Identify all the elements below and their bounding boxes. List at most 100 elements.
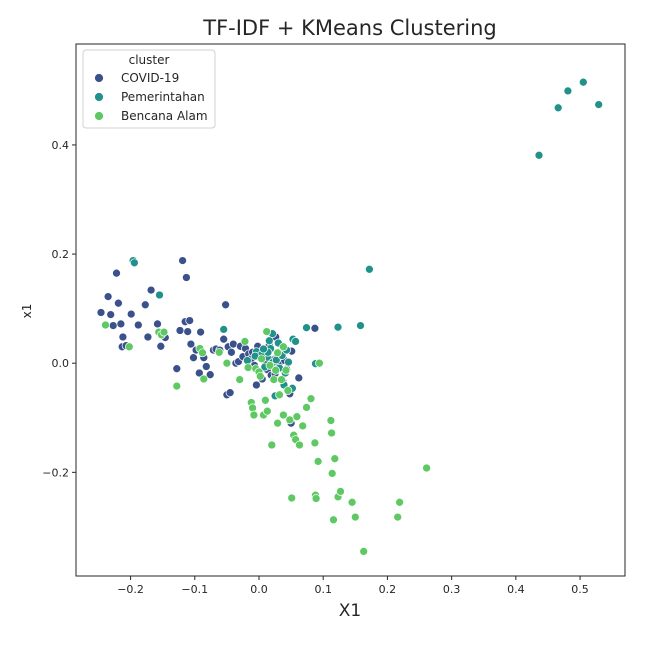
point-bencana-alam-41 bbox=[310, 438, 320, 448]
point-pemerintahan-34 bbox=[259, 344, 268, 354]
point-bencana-alam-9 bbox=[214, 347, 224, 357]
x-axis-label: X1 bbox=[339, 601, 361, 621]
point-bencana-alam-15 bbox=[249, 410, 259, 420]
point-covid-19-19 bbox=[175, 326, 185, 335]
point-bencana-alam-48 bbox=[327, 469, 337, 478]
point-pemerintahan-0 bbox=[578, 77, 588, 87]
x-tick-label-2: 0.0 bbox=[250, 583, 268, 596]
point-bencana-alam-61 bbox=[240, 337, 250, 346]
point-bencana-alam-36 bbox=[292, 412, 302, 422]
point-covid-19-10 bbox=[126, 309, 136, 319]
point-covid-19-36 bbox=[219, 334, 229, 344]
point-bencana-alam-60 bbox=[279, 342, 288, 352]
point-bencana-alam-1 bbox=[124, 342, 134, 352]
point-bencana-alam-52 bbox=[336, 487, 345, 496]
point-bencana-alam-43 bbox=[311, 494, 321, 503]
point-pemerintahan-11 bbox=[333, 322, 343, 332]
point-pemerintahan-8 bbox=[155, 290, 164, 300]
point-covid-19-8 bbox=[118, 332, 128, 342]
point-covid-19-2 bbox=[106, 310, 116, 319]
point-covid-19-24 bbox=[185, 316, 195, 325]
point-covid-19-72 bbox=[310, 323, 320, 333]
point-bencana-alam-29 bbox=[279, 410, 288, 420]
point-covid-19-28 bbox=[194, 368, 204, 378]
point-covid-19-11 bbox=[133, 320, 143, 330]
point-covid-19-40 bbox=[225, 388, 235, 398]
point-bencana-alam-55 bbox=[359, 547, 369, 556]
point-bencana-alam-4 bbox=[159, 327, 169, 337]
point-bencana-alam-14 bbox=[248, 403, 257, 413]
point-covid-19-70 bbox=[294, 373, 304, 383]
legend-title: cluster bbox=[129, 53, 170, 67]
legend-label-pemerintahan: Pemerintahan bbox=[121, 90, 205, 104]
point-covid-19-15 bbox=[153, 319, 162, 329]
point-bencana-alam-49 bbox=[329, 515, 338, 525]
point-bencana-alam-24 bbox=[269, 375, 279, 384]
point-covid-19-4 bbox=[112, 268, 121, 278]
plot-frame bbox=[75, 43, 626, 577]
point-covid-19-25 bbox=[186, 339, 196, 349]
point-covid-19-1 bbox=[103, 292, 113, 301]
point-bencana-alam-57 bbox=[395, 497, 404, 507]
point-bencana-alam-10 bbox=[222, 358, 232, 368]
point-bencana-alam-50 bbox=[330, 454, 340, 464]
point-pemerintahan-4 bbox=[534, 150, 544, 160]
y-tick-label-3: 0.4 bbox=[52, 139, 70, 152]
point-pemerintahan-6 bbox=[130, 258, 139, 268]
point-bencana-alam-5 bbox=[172, 381, 182, 391]
point-covid-19-6 bbox=[116, 319, 126, 329]
point-bencana-alam-22 bbox=[265, 361, 275, 370]
point-bencana-alam-7 bbox=[198, 348, 207, 358]
x-tick-label-0: −0.2 bbox=[117, 583, 144, 596]
point-covid-19-5 bbox=[114, 298, 123, 308]
point-bencana-alam-54 bbox=[350, 512, 360, 522]
point-pemerintahan-1 bbox=[563, 86, 573, 96]
point-bencana-alam-21 bbox=[262, 406, 272, 416]
y-tick-label-0: −0.2 bbox=[42, 466, 69, 479]
point-bencana-alam-27 bbox=[275, 390, 284, 400]
point-pemerintahan-3 bbox=[594, 100, 604, 109]
point-pemerintahan-7 bbox=[365, 264, 374, 274]
point-bencana-alam-53 bbox=[347, 497, 357, 507]
point-bencana-alam-12 bbox=[243, 363, 253, 372]
point-bencana-alam-0 bbox=[101, 320, 110, 330]
point-covid-19-31 bbox=[201, 362, 211, 371]
point-bencana-alam-59 bbox=[262, 327, 272, 336]
point-covid-19-13 bbox=[143, 332, 153, 342]
point-covid-19-14 bbox=[146, 285, 156, 295]
point-bencana-alam-26 bbox=[273, 418, 282, 428]
point-pemerintahan-9 bbox=[302, 323, 311, 333]
point-covid-19-0 bbox=[96, 308, 106, 317]
point-bencana-alam-18 bbox=[257, 354, 266, 364]
legend-marker-covid-19 bbox=[94, 73, 104, 83]
point-bencana-alam-30 bbox=[281, 365, 291, 375]
legend-box bbox=[82, 49, 216, 129]
point-bencana-alam-47 bbox=[327, 428, 336, 438]
y-axis-label: x1 bbox=[20, 304, 34, 319]
point-pemerintahan-23 bbox=[284, 357, 293, 367]
point-covid-19-37 bbox=[221, 300, 230, 310]
point-bencana-alam-45 bbox=[315, 358, 324, 368]
point-bencana-alam-32 bbox=[285, 415, 295, 425]
point-pemerintahan-14 bbox=[291, 337, 300, 346]
x-tick-label-4: 0.2 bbox=[379, 583, 397, 596]
point-bencana-alam-20 bbox=[261, 395, 270, 405]
point-bencana-alam-11 bbox=[235, 375, 245, 384]
point-covid-19-23 bbox=[183, 327, 193, 336]
point-bencana-alam-44 bbox=[313, 457, 323, 466]
chart-title: TF-IDF + KMeans Clustering bbox=[202, 16, 497, 40]
point-covid-19-26 bbox=[189, 353, 198, 363]
y-ticks: −0.2 0.0 0.2 0.4 bbox=[42, 139, 76, 479]
point-bencana-alam-8 bbox=[199, 374, 209, 384]
point-covid-19-20 bbox=[178, 256, 187, 265]
y-tick-label-2: 0.2 bbox=[52, 248, 70, 261]
legend-label-covid-19: COVID-19 bbox=[121, 71, 179, 85]
point-bencana-alam-56 bbox=[393, 512, 403, 522]
legend-label-bencana-alam: Bencana Alam bbox=[121, 109, 208, 123]
x-tick-label-6: 0.4 bbox=[507, 583, 525, 596]
legend-marker-bencana-alam bbox=[94, 111, 104, 121]
point-pemerintahan-2 bbox=[553, 103, 563, 113]
point-covid-19-51 bbox=[252, 380, 261, 390]
x-tick-label-7: 0.5 bbox=[571, 583, 589, 596]
